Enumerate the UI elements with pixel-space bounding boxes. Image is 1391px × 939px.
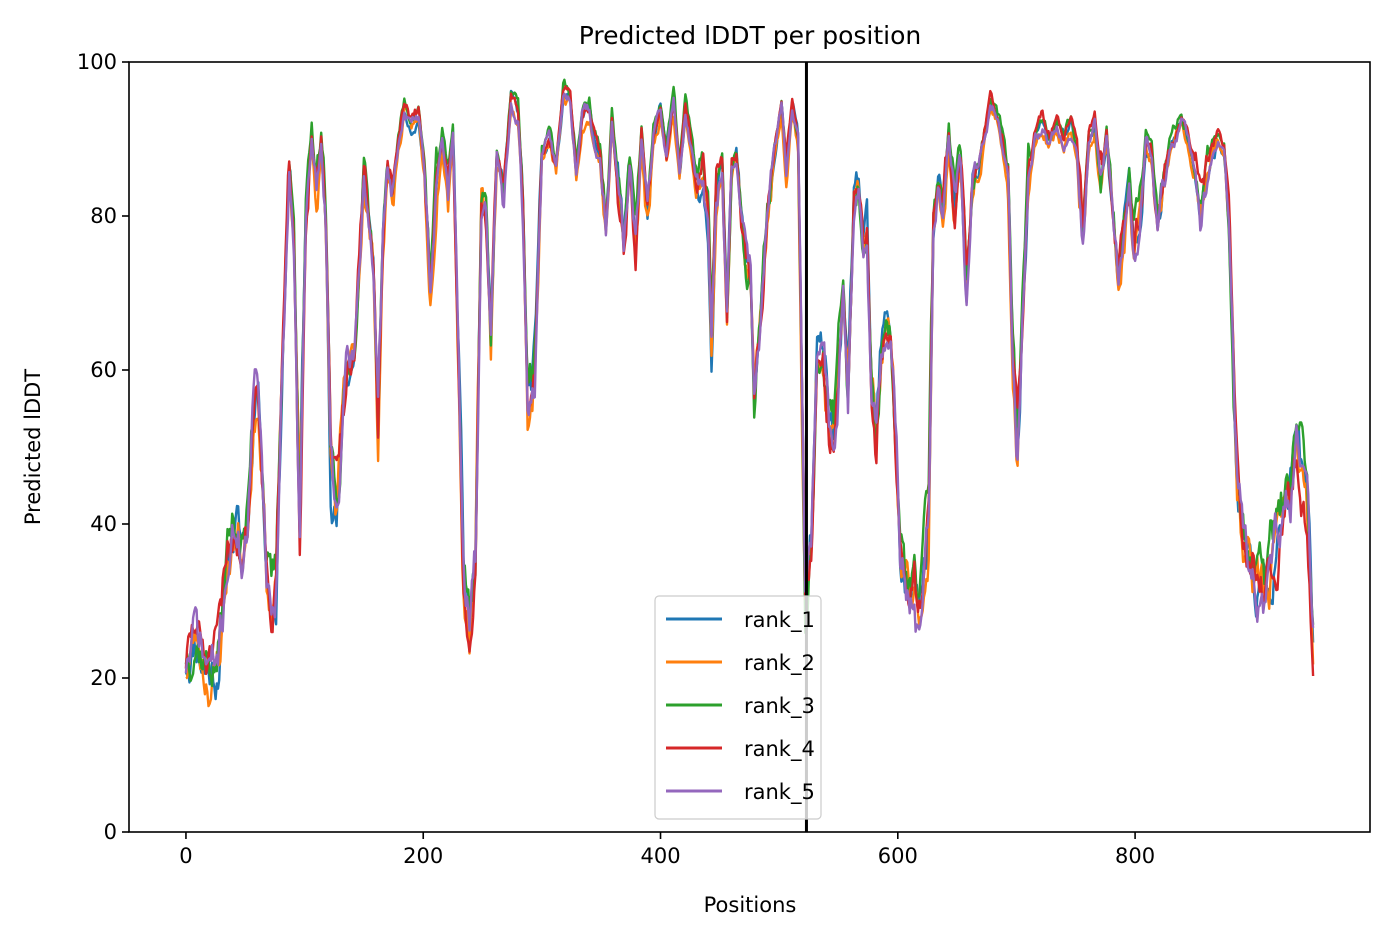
x-tick-label: 600 [878, 844, 918, 868]
y-tick-label: 0 [104, 820, 117, 844]
y-axis-title: Predicted lDDT [21, 369, 45, 525]
series-layer [184, 78, 1315, 708]
x-axis-title: Positions [704, 893, 797, 917]
legend-label-rank-5: rank_5 [744, 780, 815, 805]
y-tick-label: 100 [77, 50, 117, 74]
y-tick-label: 60 [90, 358, 117, 382]
x-axis: 0 200 400 600 800 [179, 832, 1155, 868]
legend-label-rank-2: rank_2 [744, 651, 815, 676]
y-tick-label: 40 [90, 512, 117, 536]
legend-label-rank-1: rank_1 [744, 608, 815, 633]
x-tick-label: 800 [1115, 844, 1155, 868]
legend-label-rank-4: rank_4 [744, 737, 815, 762]
y-tick-label: 80 [90, 204, 117, 228]
series-line-rank-5 [184, 92, 1315, 674]
x-tick-label: 200 [403, 844, 443, 868]
x-tick-label: 0 [179, 844, 192, 868]
chart-title: Predicted lDDT per position [579, 21, 921, 50]
y-axis: 0 20 40 60 80 100 [77, 50, 129, 844]
y-tick-label: 20 [90, 666, 117, 690]
legend-box [654, 595, 822, 820]
x-tick-label: 400 [640, 844, 680, 868]
legend-label-rank-3: rank_3 [744, 694, 815, 719]
plot-area-frame [128, 61, 1371, 833]
legend: rank_1 rank_2 rank_3 rank_4 rank_5 [654, 595, 822, 820]
